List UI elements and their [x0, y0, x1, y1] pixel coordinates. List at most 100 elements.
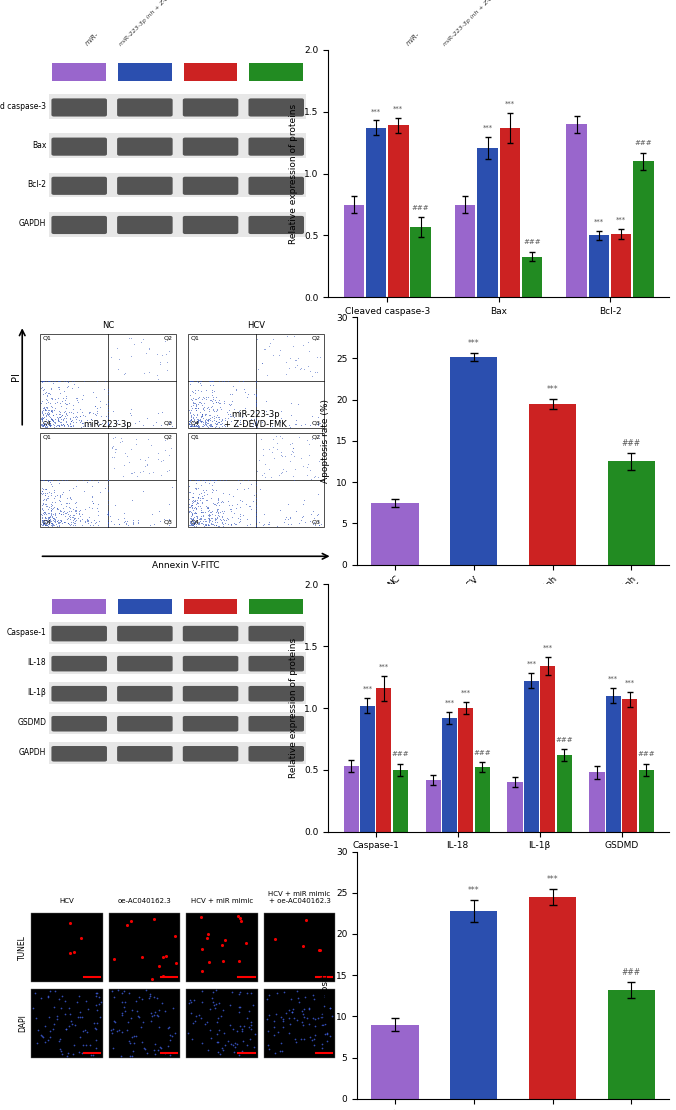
Point	[299, 1008, 310, 1026]
Point	[143, 339, 154, 356]
Point	[102, 513, 113, 531]
Bar	[425, 779, 441, 831]
Point	[219, 502, 230, 519]
Bar	[589, 235, 609, 297]
Point	[205, 372, 216, 390]
Point	[51, 472, 62, 490]
Point	[193, 395, 203, 413]
Point	[210, 516, 221, 534]
Point	[249, 416, 260, 434]
Point	[70, 502, 81, 519]
Point	[206, 515, 216, 533]
Point	[92, 414, 103, 432]
Point	[129, 1027, 140, 1045]
Point	[203, 507, 214, 525]
Point	[202, 417, 213, 435]
Text: Q2: Q2	[312, 434, 321, 440]
FancyBboxPatch shape	[52, 599, 106, 614]
Text: ***: ***	[625, 679, 635, 686]
Point	[149, 1036, 160, 1053]
Point	[165, 1046, 176, 1063]
Point	[59, 402, 70, 420]
Point	[191, 397, 201, 415]
Point	[316, 1016, 327, 1033]
Point	[284, 507, 295, 525]
Point	[81, 511, 92, 528]
Point	[257, 445, 268, 463]
Point	[51, 508, 62, 526]
Point	[301, 911, 312, 929]
Point	[60, 400, 71, 417]
Point	[195, 512, 206, 529]
Point	[142, 408, 153, 426]
Point	[47, 500, 58, 517]
Point	[195, 908, 206, 926]
Point	[108, 448, 119, 466]
Point	[80, 512, 91, 529]
Point	[299, 415, 310, 433]
Point	[307, 986, 318, 1003]
Point	[153, 502, 164, 519]
Point	[102, 471, 113, 488]
Point	[102, 495, 113, 513]
Text: ***: ***	[379, 664, 389, 669]
Point	[185, 412, 196, 430]
Point	[195, 412, 206, 430]
Point	[43, 1031, 54, 1049]
Point	[186, 407, 197, 425]
Point	[166, 438, 176, 456]
Point	[226, 983, 237, 1001]
Bar	[566, 124, 587, 297]
Point	[57, 1045, 68, 1062]
FancyBboxPatch shape	[51, 216, 107, 234]
Point	[185, 372, 195, 390]
Point	[163, 414, 174, 432]
Point	[186, 496, 197, 514]
Point	[269, 1026, 280, 1043]
Point	[55, 413, 66, 431]
Point	[191, 480, 201, 497]
Point	[233, 1047, 244, 1064]
Point	[42, 512, 53, 529]
Point	[55, 407, 66, 425]
Point	[86, 410, 97, 427]
Text: ###: ###	[635, 141, 652, 147]
Point	[245, 501, 256, 518]
Point	[193, 514, 203, 532]
Point	[146, 1008, 157, 1026]
Point	[166, 413, 176, 431]
Point	[206, 398, 217, 416]
Point	[267, 443, 278, 461]
Point	[120, 992, 130, 1010]
Point	[193, 412, 204, 430]
Point	[184, 415, 195, 433]
Point	[297, 336, 308, 354]
Point	[194, 514, 205, 532]
Point	[270, 412, 281, 430]
Point	[236, 407, 247, 425]
Point	[164, 511, 174, 528]
Point	[37, 412, 47, 430]
Point	[206, 383, 217, 401]
Point	[314, 941, 324, 959]
Point	[59, 394, 70, 412]
Point	[37, 410, 47, 427]
Point	[43, 384, 54, 402]
Point	[36, 416, 47, 434]
Point	[188, 396, 199, 414]
Point	[250, 373, 261, 391]
Point	[188, 405, 199, 423]
Point	[39, 417, 50, 435]
Point	[160, 947, 171, 965]
Point	[44, 514, 55, 532]
Point	[43, 402, 53, 420]
Point	[228, 1020, 239, 1038]
Point	[126, 1009, 137, 1027]
FancyBboxPatch shape	[249, 599, 303, 614]
Point	[109, 460, 120, 477]
Point	[294, 361, 305, 379]
Point	[39, 372, 49, 390]
Point	[250, 503, 261, 521]
Point	[59, 514, 70, 532]
Point	[185, 406, 196, 424]
